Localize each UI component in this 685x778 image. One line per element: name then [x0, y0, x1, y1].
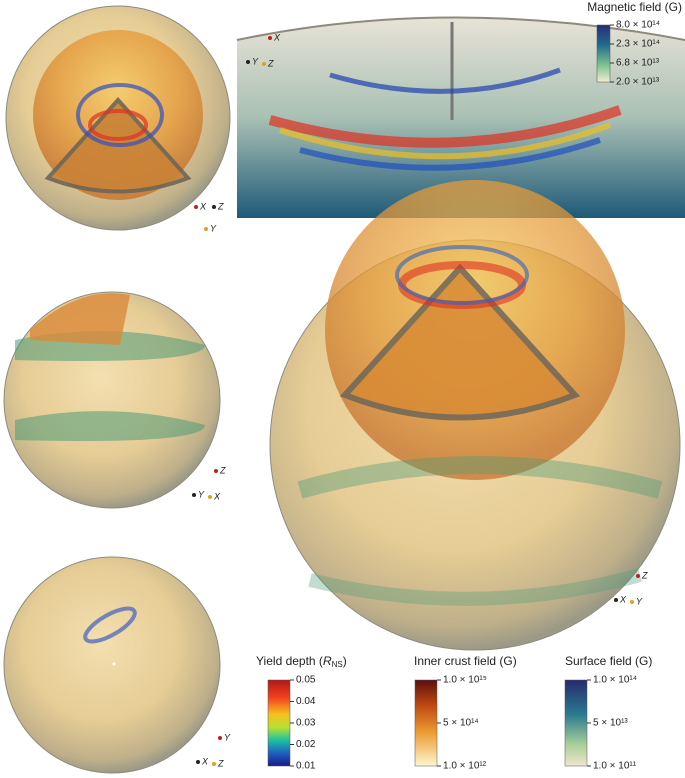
colorbar [267, 679, 291, 767]
axis-label: X [199, 201, 207, 211]
axis-marker [196, 760, 200, 764]
axis-label: Y [224, 732, 231, 742]
axis-marker [246, 60, 250, 64]
axis-label: Z [267, 58, 274, 68]
axis-label: Z [641, 570, 648, 580]
axis-label: X [619, 594, 627, 604]
colorbar-tick-label: 0.02 [296, 739, 316, 750]
sphere-top-left [5, 5, 231, 231]
axis-label: Z [217, 201, 224, 211]
colorbar-title: Surface field (G) [565, 654, 652, 668]
colorbar-tick-label: 0.05 [296, 675, 316, 686]
axis-marker [630, 600, 634, 604]
axis-marker [212, 762, 216, 766]
axis-label: Y [636, 596, 643, 606]
axis-marker [214, 469, 218, 473]
colorbar-title: Yield depth (RNS) [256, 654, 347, 669]
axis-marker [208, 495, 212, 499]
axis-label: Y [210, 223, 217, 233]
axis-marker [268, 36, 272, 40]
colorbar-tick-label: 5 × 10¹⁴ [443, 718, 479, 729]
axis-label: X [213, 491, 221, 501]
colorbar-tick-label: 6.8 × 10¹³ [616, 58, 660, 69]
colorbar-tick-label: 1.0 × 10¹¹ [593, 761, 637, 772]
colorbar-tick-label: 1.0 × 10¹⁴ [593, 675, 637, 686]
colorbar-tick-label: 8.0 × 10¹⁴ [616, 20, 660, 31]
colorbar-tick-label: 0.03 [296, 718, 316, 729]
axis-marker [194, 205, 198, 209]
axis-label: X [201, 756, 209, 766]
axis-label: Z [217, 758, 224, 768]
axis-marker [636, 574, 640, 578]
colorbar-tick-label: 5 × 10¹³ [593, 718, 628, 729]
axis-marker [218, 736, 222, 740]
colorbar-tick-label: 0.01 [296, 761, 316, 772]
sphere-middle-left [3, 291, 221, 509]
axis-marker [212, 205, 216, 209]
colorbar-tick-label: 1.0 × 10¹² [443, 761, 487, 772]
axis-label: X [273, 32, 281, 42]
axis-marker [192, 493, 196, 497]
axis-marker [204, 227, 208, 231]
colorbar-tick-label: 1.0 × 10¹⁵ [443, 675, 487, 686]
axis-label: Z [219, 465, 226, 475]
sphere-bottom-left [3, 556, 221, 774]
axis-label: Y [198, 489, 205, 499]
colorbar [564, 679, 588, 767]
axis-marker [262, 62, 266, 66]
axis-marker [614, 598, 618, 602]
colorbar-tick-label: 0.04 [296, 696, 316, 707]
colorbar [596, 24, 611, 83]
colorbar-tick-label: 2.3 × 10¹⁴ [616, 39, 660, 50]
colorbar-title: Inner crust field (G) [414, 654, 517, 668]
colorbar [414, 679, 438, 767]
colorbar-title: Magnetic field (G) [587, 0, 682, 14]
sphere-large [269, 180, 681, 651]
axis-label: Y [252, 56, 259, 66]
zoom-panel [236, 16, 685, 218]
colorbar-tick-label: 2.0 × 10¹³ [616, 77, 660, 88]
